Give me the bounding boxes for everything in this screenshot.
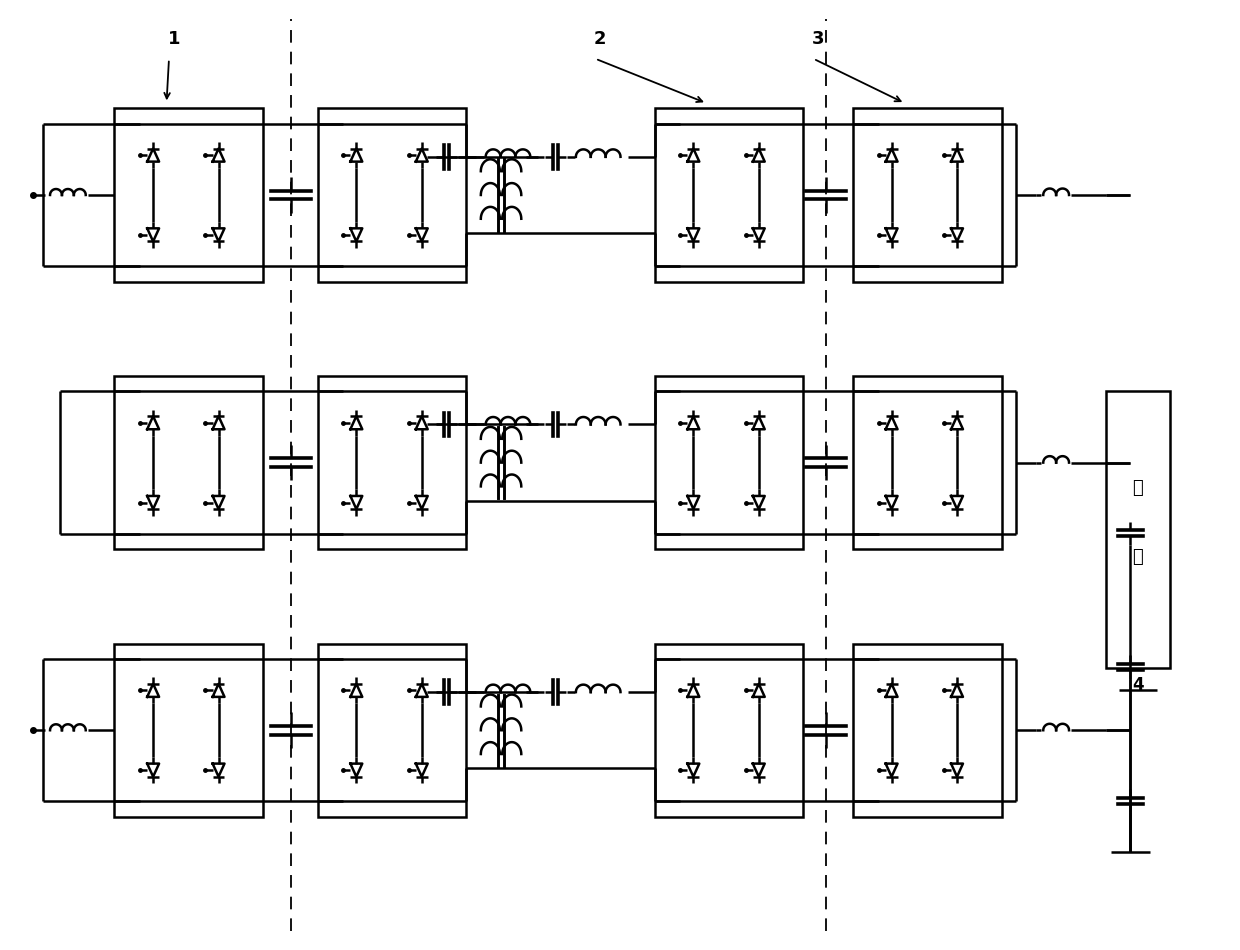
Bar xyxy=(317,108,466,282)
Text: 4: 4 xyxy=(1132,676,1143,694)
Bar xyxy=(317,376,466,549)
Bar xyxy=(853,376,1002,549)
Bar xyxy=(655,376,804,549)
Bar xyxy=(114,643,263,817)
Bar xyxy=(114,376,263,549)
Bar xyxy=(655,108,804,282)
Text: 负: 负 xyxy=(1132,479,1143,497)
Text: 载: 载 xyxy=(1132,548,1143,566)
Bar xyxy=(853,108,1002,282)
Bar xyxy=(655,643,804,817)
Text: 3: 3 xyxy=(812,29,825,48)
Text: 1: 1 xyxy=(167,29,180,48)
Bar xyxy=(317,643,466,817)
Bar xyxy=(853,643,1002,817)
Text: 2: 2 xyxy=(594,29,606,48)
Bar xyxy=(1106,390,1171,668)
Bar xyxy=(114,108,263,282)
